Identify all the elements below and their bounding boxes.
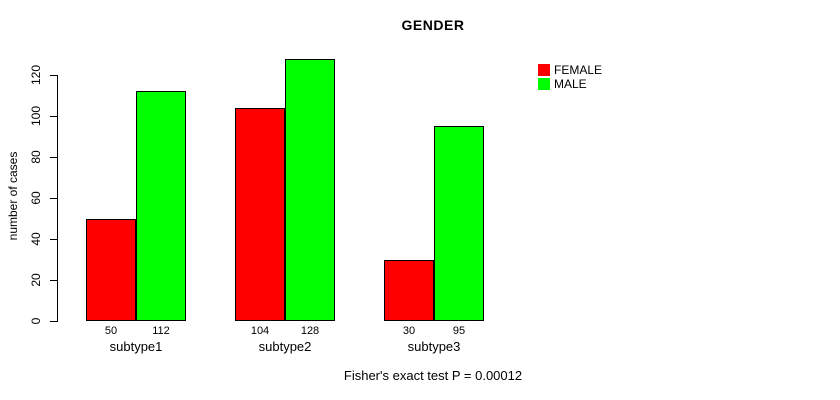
fisher-test-annotation: Fisher's exact test P = 0.00012 <box>343 368 523 383</box>
bar-female-subtype3 <box>384 260 434 321</box>
y-tick-label: 0 <box>29 317 43 325</box>
legend-label: FEMALE <box>554 63 603 77</box>
y-tick <box>50 280 57 281</box>
bar-female-subtype1 <box>86 219 136 321</box>
bar-female-subtype2 <box>235 108 285 321</box>
y-tick <box>50 198 57 199</box>
legend: FEMALE MALE <box>538 64 602 90</box>
category-label-subtype3: subtype3 <box>407 339 461 354</box>
legend-item-male: MALE <box>538 78 602 90</box>
legend-label: MALE <box>554 77 587 91</box>
bar-value-label: 104 <box>250 325 270 337</box>
y-tick-label: 80 <box>29 150 43 164</box>
y-tick <box>50 157 57 158</box>
y-tick-label: 20 <box>29 273 43 287</box>
y-tick <box>50 239 57 240</box>
bar-value-label: 30 <box>402 325 416 337</box>
y-axis-line <box>57 75 58 322</box>
bar-male-subtype3 <box>434 126 484 321</box>
y-tick <box>50 116 57 117</box>
legend-swatch-female <box>538 64 550 76</box>
legend-item-female: FEMALE <box>538 64 602 76</box>
category-label-subtype1: subtype1 <box>109 339 163 354</box>
y-tick-label: 120 <box>29 64 43 86</box>
chart-title: GENDER <box>401 17 465 33</box>
bar-value-label: 128 <box>300 325 320 337</box>
y-tick-label: 100 <box>29 105 43 127</box>
y-tick <box>50 321 57 322</box>
legend-swatch-male <box>538 78 550 90</box>
y-axis-label: number of cases <box>6 151 20 241</box>
bar-value-label: 95 <box>452 325 466 337</box>
y-tick-label: 40 <box>29 232 43 246</box>
bar-male-subtype1 <box>136 91 186 321</box>
y-tick-label: 60 <box>29 191 43 205</box>
y-tick <box>50 75 57 76</box>
bar-value-label: 50 <box>104 325 118 337</box>
bar-male-subtype2 <box>285 59 335 321</box>
category-label-subtype2: subtype2 <box>258 339 312 354</box>
bar-value-label: 112 <box>152 325 170 337</box>
